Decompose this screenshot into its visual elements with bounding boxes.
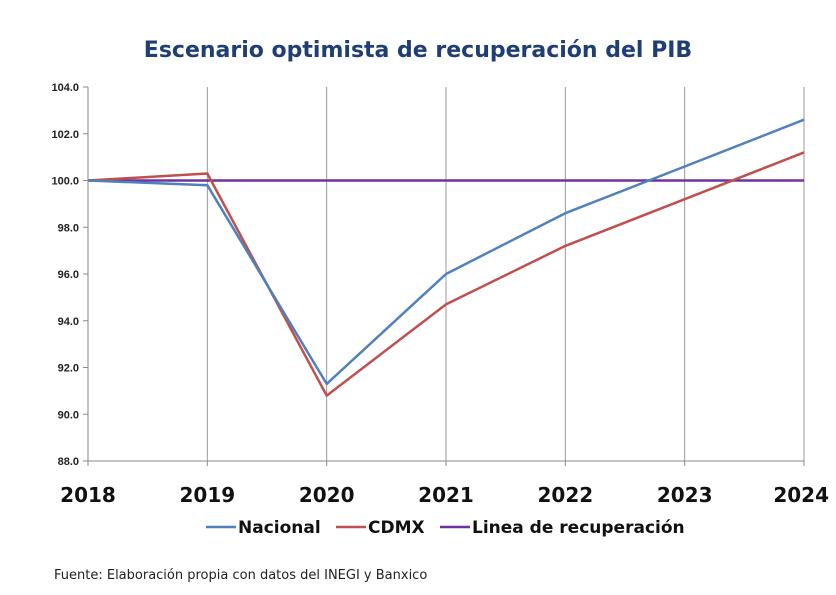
x-tick-label: 2018 [60, 483, 116, 507]
x-tick-label: 2020 [299, 483, 355, 507]
series-line-cdmx [87, 151, 805, 397]
x-tick-label: 2024 [773, 483, 829, 507]
y-tick-label: 100.0 [51, 176, 79, 188]
line-chart: 88.090.092.094.096.098.0100.0102.0104.0 … [51, 82, 829, 538]
y-tick-label: 88.0 [58, 456, 79, 468]
x-tick-label: 2022 [537, 483, 593, 507]
y-tick-label: 104.0 [51, 82, 79, 94]
legend: Nacional CDMX Linea de recuperación [206, 518, 685, 538]
y-tick-label: 90.0 [58, 409, 79, 421]
x-tick-labels: 2018 2019 2020 2021 2022 2023 2024 [60, 483, 829, 507]
legend-label-linea-recuperacion: Linea de recuperación [472, 518, 685, 538]
y-tick-label: 102.0 [51, 129, 79, 141]
x-tick-label: 2019 [179, 483, 235, 507]
series-lines [87, 118, 805, 397]
legend-label-nacional: Nacional [238, 518, 321, 538]
x-tick-label: 2023 [657, 483, 713, 507]
chart-title: Escenario optimista de recuperación del … [143, 38, 693, 63]
series-line-nacional [87, 118, 805, 386]
legend-label-cdmx: CDMX [368, 518, 425, 538]
y-tick-labels: 88.0 90.0 92.0 94.0 96.0 98.0 100.0 102.0 104.0 [51, 82, 79, 468]
y-tick-label: 94.0 [58, 316, 79, 328]
y-tick-label: 92.0 [58, 363, 79, 375]
y-tick-label: 96.0 [58, 269, 79, 281]
source-note: Fuente: Elaboración propia con datos del… [54, 568, 428, 583]
x-tick-label: 2021 [418, 483, 474, 507]
axes [83, 86, 805, 466]
y-tick-label: 98.0 [58, 222, 79, 234]
